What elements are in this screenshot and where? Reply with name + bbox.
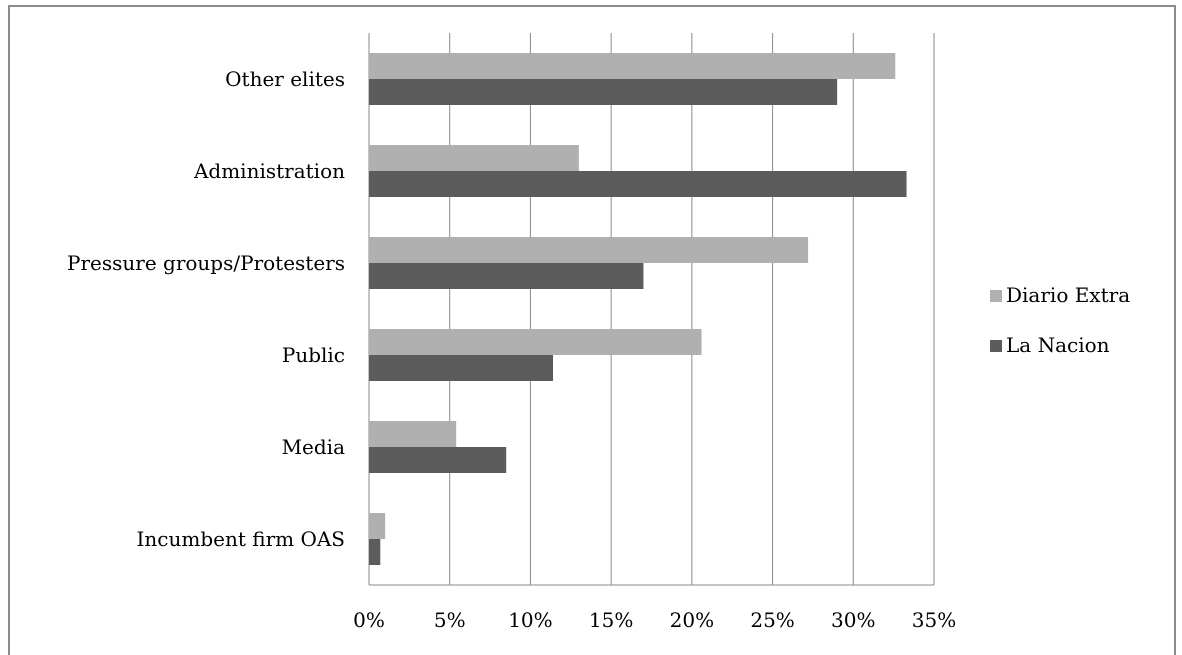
bar-0-1 <box>369 145 579 171</box>
x-tick-label-0: 0% <box>353 608 385 632</box>
x-tick-label-5: 25% <box>750 608 794 632</box>
category-label-2: Pressure groups/Protesters <box>67 251 345 275</box>
bar-0-5 <box>369 513 386 539</box>
legend-swatch-1 <box>990 340 1002 352</box>
bar-1-2 <box>369 263 644 289</box>
bar-1-0 <box>369 79 838 105</box>
category-label-3: Public <box>282 343 345 367</box>
x-tick-label-4: 20% <box>670 608 714 632</box>
x-tick-label-7: 35% <box>912 608 956 632</box>
legend-label-1: La Nacion <box>1006 333 1110 357</box>
bar-0-2 <box>369 237 809 263</box>
x-tick-label-3: 15% <box>589 608 633 632</box>
x-tick-label-6: 30% <box>831 608 875 632</box>
bar-0-0 <box>369 53 896 79</box>
legend-swatch-0 <box>990 290 1002 302</box>
bar-1-5 <box>369 539 381 565</box>
bar-0-3 <box>369 329 702 355</box>
x-tick-label-2: 10% <box>508 608 552 632</box>
category-label-5: Incumbent firm OAS <box>136 527 345 551</box>
bar-1-1 <box>369 171 907 197</box>
bar-1-4 <box>369 447 507 473</box>
legend-label-0: Diario Extra <box>1006 283 1130 307</box>
bar-1-3 <box>369 355 554 381</box>
bar-0-4 <box>369 421 457 447</box>
category-label-1: Administration <box>193 159 345 183</box>
category-label-4: Media <box>282 435 346 459</box>
x-tick-label-1: 5% <box>434 608 466 632</box>
category-label-0: Other elites <box>225 67 345 91</box>
